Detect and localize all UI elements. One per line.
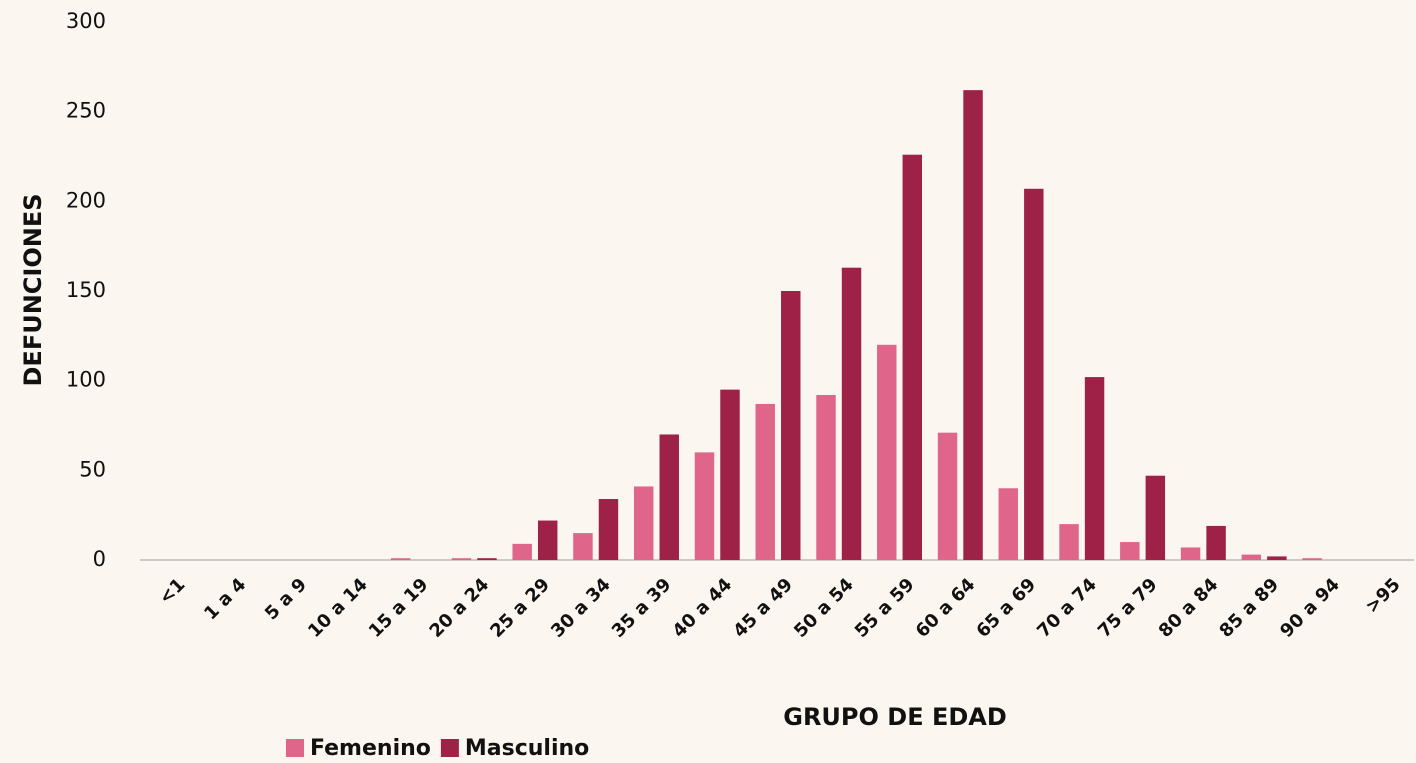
bar	[1241, 554, 1262, 560]
x-tick-label: 15 a 19	[365, 574, 433, 642]
bar	[963, 90, 983, 560]
bar	[1206, 525, 1226, 560]
bar	[512, 543, 532, 560]
bar	[1059, 524, 1079, 560]
bar	[902, 154, 923, 560]
x-tick-label: 1 a 4	[200, 574, 250, 624]
x-tick-label: 40 a 44	[669, 574, 737, 642]
legend-label: Femenino	[310, 736, 431, 761]
bar	[537, 520, 558, 560]
bar	[877, 344, 897, 560]
bar	[720, 389, 740, 560]
bar	[694, 452, 715, 560]
x-tick-label: 70 a 74	[1033, 574, 1101, 642]
y-tick-label: 50	[79, 457, 106, 481]
bar	[451, 558, 472, 560]
x-tick-label: 50 a 54	[790, 574, 858, 642]
x-tick-label: 45 a 49	[729, 574, 797, 642]
y-tick-label: 300	[66, 9, 106, 33]
legend-label: Masculino	[465, 736, 589, 761]
x-tick-label: 55 a 59	[851, 574, 919, 642]
bar	[1084, 377, 1105, 560]
y-tick-label: 0	[93, 547, 106, 571]
bar	[1267, 556, 1287, 560]
y-tick-label: 150	[66, 278, 106, 302]
x-tick-label: <1	[155, 574, 189, 608]
bar	[1180, 547, 1201, 560]
bar	[1145, 475, 1166, 560]
bar	[841, 267, 862, 560]
x-tick-label: 60 a 64	[912, 574, 980, 642]
bar	[998, 488, 1019, 560]
x-tick-label: 35 a 39	[608, 574, 676, 642]
legend-swatch	[286, 739, 304, 757]
bar	[598, 499, 619, 560]
x-tick-label: 75 a 79	[1094, 574, 1162, 642]
x-tick-label: 80 a 84	[1155, 574, 1223, 642]
x-tick-label: 10 a 14	[304, 574, 372, 642]
x-tick-label: 85 a 89	[1215, 574, 1283, 642]
x-tick-label: 20 a 24	[426, 574, 494, 642]
x-tick-label: 90 a 94	[1276, 574, 1344, 642]
bar	[633, 486, 654, 560]
x-tick-label: 65 a 69	[972, 574, 1040, 642]
y-tick-label: 100	[66, 368, 106, 392]
bar	[477, 558, 497, 560]
bar	[1302, 558, 1322, 560]
x-tick-label: 25 a 29	[486, 574, 554, 642]
bar	[390, 558, 411, 560]
bar	[1120, 542, 1140, 560]
y-axis-title: DEFUNCIONES	[19, 194, 47, 387]
x-tick-label: 5 a 9	[261, 574, 311, 624]
bar	[659, 434, 679, 560]
bar	[781, 291, 801, 560]
x-tick-label: >95	[1361, 574, 1404, 617]
x-axis-title: GRUPO DE EDAD	[783, 703, 1007, 731]
bar	[1024, 188, 1044, 560]
x-tick-label: 30 a 34	[547, 574, 615, 642]
bar	[755, 403, 775, 560]
y-tick-label: 200	[66, 188, 106, 212]
y-tick-label: 250	[66, 99, 106, 123]
bar	[816, 395, 836, 560]
legend-swatch	[440, 739, 459, 757]
bar	[573, 533, 593, 560]
bar	[937, 432, 958, 560]
